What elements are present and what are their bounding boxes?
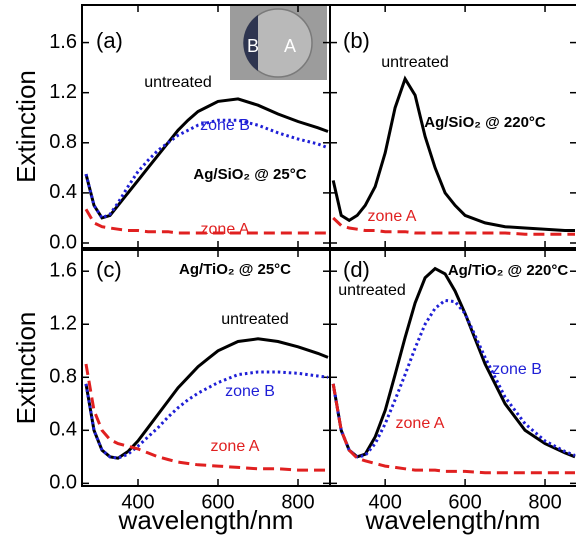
series-line [331, 266, 576, 459]
x-tick-label: 400 [121, 491, 154, 513]
panel: 400 600 800 untreated zone B zone A (d) Ag/TiO₂… [329, 249, 576, 535]
y-axis-label: Extinction [11, 70, 41, 183]
x-tick-label: 600 [201, 491, 234, 513]
y-tick-label: 1.6 [49, 259, 77, 281]
frame [81, 249, 331, 487]
inset-label: A [284, 36, 296, 56]
y-axis-label: Extinction [11, 312, 41, 425]
annotation: Ag/SiO₂ @ 25°C [193, 166, 306, 183]
y-tick-label: 0.0 [49, 472, 77, 494]
x-axis-label: wavelength/nm [118, 505, 294, 535]
annotation: Ag/TiO₂ @ 220°C [448, 262, 569, 279]
series-line [84, 370, 329, 460]
series-line [84, 208, 328, 235]
y-tick-label: 0.4 [49, 419, 77, 441]
series-line [331, 75, 575, 232]
panel-label: (d) [343, 257, 370, 282]
series-label: untreated [381, 54, 449, 71]
series-line [84, 118, 329, 220]
panel-label: (a) [96, 28, 123, 53]
x-tick-label: 400 [368, 491, 401, 513]
series-line [331, 383, 575, 475]
series-label: zone B [200, 117, 250, 134]
x-tick-label: 800 [281, 491, 314, 513]
series-label: untreated [338, 282, 406, 299]
series-line [84, 97, 329, 220]
y-tick-label: 1.6 [49, 31, 77, 53]
y-tick-label: 0.8 [49, 366, 77, 388]
annotation: Ag/TiO₂ @ 25°C [179, 261, 291, 278]
y-tick-label: 0.0 [49, 231, 77, 253]
y-tick-label: 1.2 [49, 81, 77, 103]
x-tick-label: 600 [448, 491, 481, 513]
series-label: zone A [211, 438, 260, 455]
inset-label: B [247, 36, 259, 56]
frame [329, 4, 576, 249]
series-label: zone A [396, 415, 445, 432]
series-line [84, 363, 328, 472]
y-tick-label: 1.2 [49, 313, 77, 335]
annotation: Ag/SiO₂ @ 220°C [424, 114, 546, 131]
panel-label: (b) [343, 28, 370, 53]
series-line [332, 216, 575, 236]
series-label: untreated [221, 311, 289, 328]
series-label: zone A [201, 221, 250, 238]
series-label: zone B [492, 361, 542, 378]
inset-zone-b [243, 15, 258, 71]
y-tick-label: 0.8 [49, 131, 77, 153]
panel: B A 0.0 0.4 0.8 1.2 1.6 untreated zone B zone A (a… [11, 4, 331, 253]
frame [329, 249, 576, 487]
panel: untreated zone A (b) Ag/SiO₂ @ 220°C [329, 4, 576, 249]
series-label: untreated [144, 74, 212, 91]
series-label: zone B [225, 383, 275, 400]
panel-label: (c) [96, 257, 122, 282]
y-tick-label: 0.4 [49, 181, 77, 203]
x-axis-label: wavelength/nm [365, 505, 541, 535]
series-line [84, 337, 329, 460]
x-tick-label: 800 [528, 491, 561, 513]
series-label: zone A [368, 208, 417, 225]
panel: 400 600 800 0.0 0.4 0.8 1.2 1.6 untreated zone B z… [11, 249, 331, 535]
series-line [331, 298, 576, 459]
